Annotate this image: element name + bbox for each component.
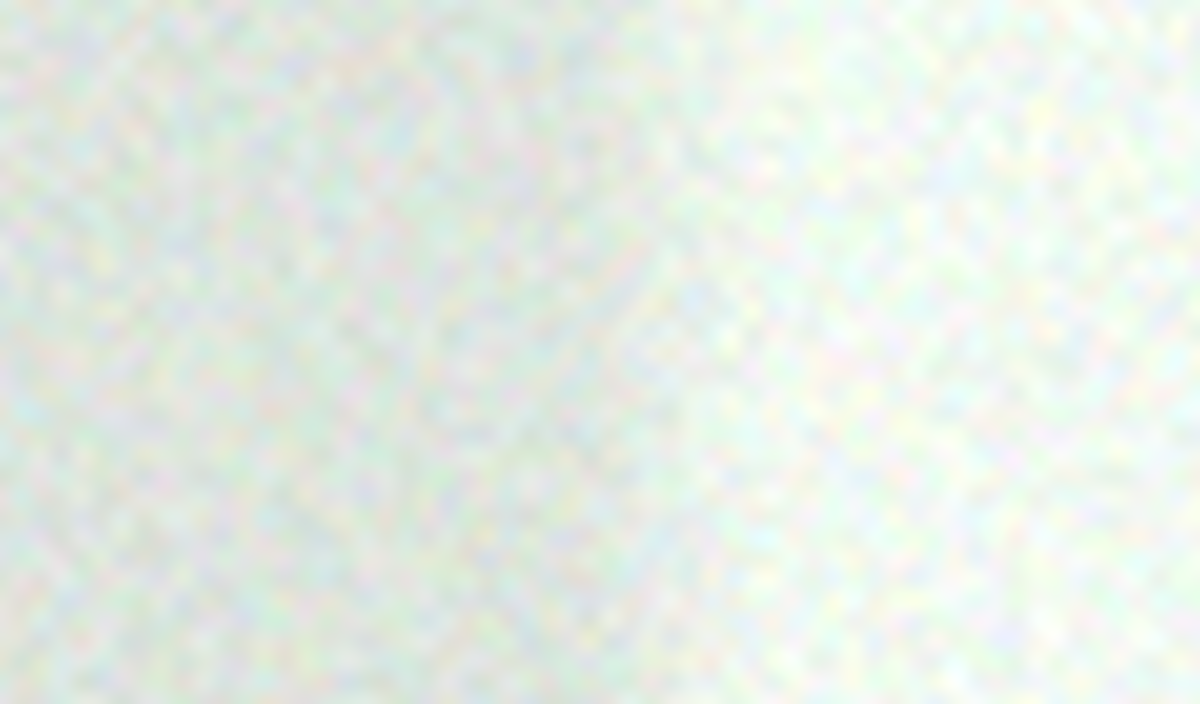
Text: Br: Br — [408, 208, 446, 238]
Text: 2.: 2. — [220, 508, 238, 526]
Text: 1.) Mg; 2.) CuBr; 3.) CH₃CH₂OH: 1.) Mg; 2.) CuBr; 3.) CH₃CH₂OH — [276, 458, 553, 476]
Text: 1.) Li; 2.) CuBr; 3.) CH₃CH₂Br: 1.) Li; 2.) CuBr; 3.) CH₃CH₂Br — [276, 660, 534, 677]
Text: 3.: 3. — [220, 558, 238, 577]
Text: 4.: 4. — [220, 609, 238, 627]
Text: 5.: 5. — [220, 660, 238, 677]
Text: 1.) NaOH; 2.) LiBr; 3.) CH₃CH₂Br: 1.) NaOH; 2.) LiBr; 3.) CH₃CH₂Br — [276, 609, 563, 627]
Text: 1.) LDA; 2.) Li 3.) CH₃Br: 1.) LDA; 2.) Li 3.) CH₃Br — [276, 558, 487, 577]
Text: This is a multi-step synthesis problem. What reagents are need to carry out the : This is a multi-step synthesis problem. … — [162, 102, 1074, 117]
Text: 1.) Li; 2.) CuBr; 3.) CH₃Br: 1.) Li; 2.) CuBr; 3.) CH₃Br — [276, 508, 500, 526]
Text: 1.: 1. — [220, 458, 236, 476]
